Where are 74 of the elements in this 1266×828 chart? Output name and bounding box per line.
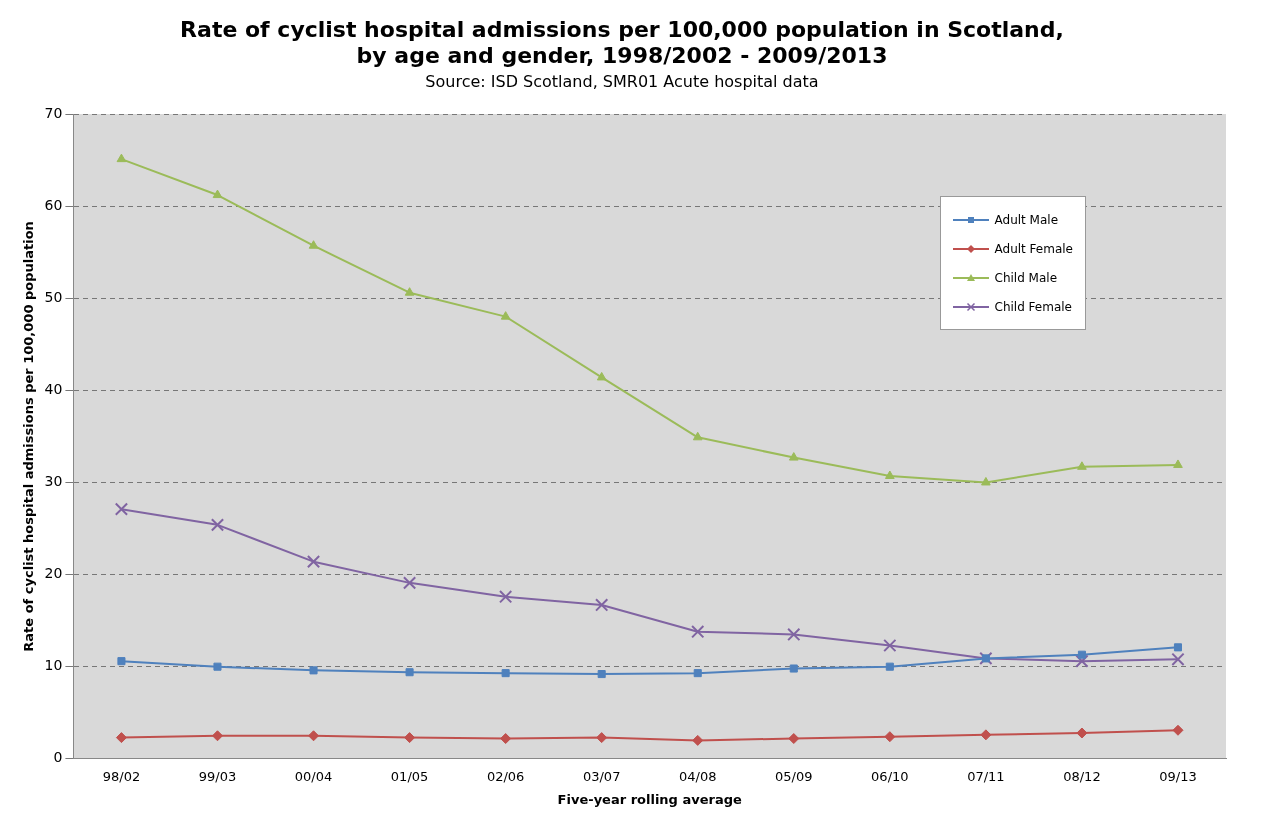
legend-label: Child Female: [994, 299, 1073, 314]
point: [308, 240, 319, 249]
x-tick-label: 08/12: [1063, 768, 1101, 784]
point: [114, 502, 129, 516]
point: [1173, 459, 1183, 468]
point: [117, 657, 126, 666]
point: [1075, 654, 1089, 668]
y-tick-label: 30: [44, 473, 63, 490]
point: [692, 734, 704, 746]
point: [788, 733, 800, 745]
point: [402, 576, 417, 590]
y-axis-title: Rate of cyclist hospital admissions per 100,000 population: [21, 221, 37, 652]
point: [116, 153, 127, 163]
point: [404, 732, 416, 744]
point: [500, 733, 512, 745]
point: [115, 732, 127, 744]
chart-title: Rate of cyclist hospital admissions per 100,000 population in Scotland, by age and gender, 1998/2002 - 2009/2013: [180, 16, 1064, 69]
x-tick-label: 06/10: [871, 768, 909, 784]
point: [1076, 727, 1088, 739]
point: [596, 732, 608, 744]
y-tick-label: 70: [44, 104, 63, 121]
point: [309, 666, 318, 675]
point: [787, 627, 801, 642]
point: [405, 668, 414, 677]
point: [1171, 652, 1185, 666]
point: [404, 287, 415, 296]
point: [500, 311, 511, 320]
point: [692, 431, 703, 441]
point: [789, 664, 798, 673]
x-tick-label: 01/05: [390, 768, 429, 784]
point: [211, 730, 223, 742]
point: [691, 625, 705, 639]
point: [595, 598, 609, 612]
point: [212, 189, 223, 199]
x-tick-label: 09/13: [1159, 768, 1197, 784]
point: [693, 669, 702, 678]
point: [306, 555, 321, 569]
y-tick-label: 10: [44, 657, 63, 674]
x-tick-label: 99/03: [198, 768, 237, 784]
point: [597, 670, 606, 679]
point: [883, 638, 897, 653]
x-tick-label: 04/08: [679, 768, 717, 784]
x-tick-label: 98/02: [102, 768, 141, 784]
y-tick-label: 60: [44, 196, 63, 213]
point: [308, 730, 320, 742]
point: [980, 729, 992, 741]
point: [885, 470, 895, 480]
x-tick-label: 03/07: [582, 768, 621, 784]
point: [788, 452, 799, 461]
x-tick-label: 07/11: [967, 768, 1005, 784]
chart-subtitle: Source: ISD Scotland, SMR01 Acute hospital data: [425, 71, 819, 91]
legend-label: Child Male: [994, 270, 1058, 285]
point: [596, 371, 607, 381]
x-tick-label: 05/09: [775, 768, 813, 784]
point: [1173, 643, 1183, 652]
x-tick-label: 02/06: [486, 768, 525, 784]
legend-label: Adult Male: [994, 212, 1059, 227]
point: [981, 476, 991, 486]
point: [1077, 650, 1086, 659]
point: [501, 669, 510, 678]
point: [1172, 724, 1184, 736]
y-tick-label: 50: [44, 288, 63, 305]
y-tick-label: 40: [44, 380, 63, 397]
x-axis-title: Five-year rolling average: [557, 791, 742, 807]
point: [1077, 461, 1087, 470]
point: [885, 662, 894, 671]
y-tick-label: 20: [44, 565, 63, 582]
point: [213, 662, 222, 671]
x-tick-label: 00/04: [294, 768, 333, 784]
point: [498, 590, 513, 604]
legend-label: Adult Female: [994, 241, 1073, 256]
point: [884, 731, 896, 743]
y-tick-label: 0: [53, 749, 63, 766]
point: [210, 518, 225, 532]
